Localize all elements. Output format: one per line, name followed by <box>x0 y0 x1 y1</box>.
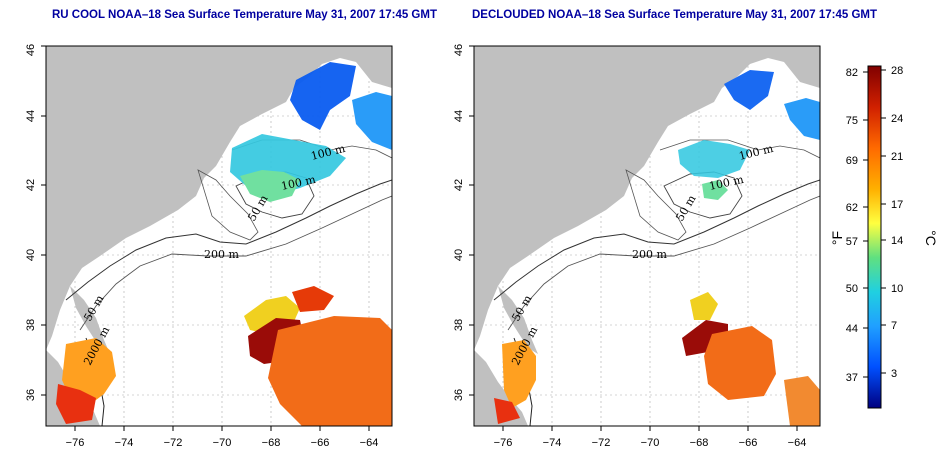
contour-label-200m: 200 m <box>632 248 667 261</box>
sst-patch-coastal-south <box>56 384 96 424</box>
left-x-tick-label: −64 <box>360 437 379 449</box>
right-map-panel: 100 m 100 m 50 m 200 m 50 m 2000 m −76 −… <box>453 44 821 449</box>
sst-patch-georges <box>240 170 300 202</box>
celsius-tick-label: 17 <box>891 199 903 211</box>
left-x-tick-label: −70 <box>213 437 232 449</box>
left-y-tick-label: 44 <box>25 110 37 122</box>
sst-patch-coastal-south <box>494 398 520 424</box>
right-x-tick-label: −66 <box>739 437 758 449</box>
fahrenheit-tick-label: 37 <box>846 372 858 384</box>
fahrenheit-tick-label: 44 <box>846 323 858 335</box>
sst-patch-cold-north <box>724 70 774 110</box>
celsius-tick-label: 21 <box>891 151 903 163</box>
colorbar: 82 75 69 62 57 50 44 37 28 24 21 17 14 1… <box>829 65 939 409</box>
right-x-tick-label: −68 <box>690 437 709 449</box>
left-y-tick-label: 38 <box>25 319 37 331</box>
right-y-ticks <box>469 45 474 396</box>
left-x-tick-label: −66 <box>311 437 330 449</box>
sst-patch-gulf-stream <box>268 316 392 426</box>
left-x-tick-label: −72 <box>164 437 183 449</box>
celsius-unit-label: °C <box>923 230 939 246</box>
sst-patch-southeast <box>784 376 820 426</box>
sst-patch-red-north <box>292 286 334 312</box>
sst-patch-cold-north <box>290 62 356 130</box>
fahrenheit-unit-label: °F <box>829 231 845 245</box>
colorbar-gradient-bar <box>867 65 882 409</box>
sst-patch-georges <box>702 180 728 200</box>
left-y-tick-label: 42 <box>25 179 37 191</box>
right-x-ticks <box>502 426 798 431</box>
sst-patch-gulf-maine <box>678 140 750 178</box>
contour-label-200m: 200 m <box>204 248 239 261</box>
left-x-tick-label: −68 <box>262 437 281 449</box>
fahrenheit-tick-label: 82 <box>846 67 858 79</box>
sst-patch-chesapeake-warm <box>502 340 536 408</box>
sst-patch-gulf-stream <box>704 326 776 400</box>
right-x-tick-label: −76 <box>494 437 513 449</box>
celsius-tick-label: 28 <box>891 65 903 77</box>
right-x-tick-label: −64 <box>788 437 807 449</box>
colorbar-ticks <box>863 69 886 378</box>
fahrenheit-tick-label: 69 <box>846 155 858 167</box>
left-map-panel: 100 m 100 m 50 m 200 m 50 m 2000 m −76 −… <box>25 44 393 449</box>
right-y-tick-label: 42 <box>453 179 465 191</box>
left-x-ticks <box>74 426 370 431</box>
right-y-tick-label: 36 <box>453 389 465 401</box>
right-y-tick-label: 38 <box>453 319 465 331</box>
celsius-tick-label: 7 <box>891 320 897 332</box>
fahrenheit-tick-label: 62 <box>846 202 858 214</box>
right-y-tick-label: 46 <box>453 44 465 56</box>
left-y-tick-label: 36 <box>25 389 37 401</box>
fahrenheit-tick-label: 75 <box>846 115 858 127</box>
left-panel-title: RU COOL NOAA–18 Sea Surface Temperature … <box>52 9 437 21</box>
fahrenheit-tick-label: 57 <box>846 236 858 248</box>
sst-patch-cold-east <box>352 92 392 150</box>
fahrenheit-tick-label: 50 <box>846 283 858 295</box>
celsius-tick-label: 24 <box>891 113 903 125</box>
right-x-tick-label: −74 <box>543 437 562 449</box>
celsius-tick-label: 10 <box>891 283 903 295</box>
left-x-tick-label: −76 <box>66 437 85 449</box>
right-y-tick-label: 40 <box>453 249 465 261</box>
right-y-tick-label: 44 <box>453 110 465 122</box>
left-y-ticks <box>41 45 46 396</box>
left-x-tick-label: −74 <box>115 437 134 449</box>
right-x-tick-label: −70 <box>641 437 660 449</box>
celsius-tick-label: 14 <box>891 235 903 247</box>
left-y-tick-label: 40 <box>25 249 37 261</box>
left-y-tick-label: 46 <box>25 44 37 56</box>
right-x-tick-label: −72 <box>592 437 611 449</box>
right-panel-title: DECLOUDED NOAA–18 Sea Surface Temperatur… <box>472 9 877 21</box>
celsius-tick-label: 3 <box>891 368 897 380</box>
sst-patch-cold-east <box>784 98 820 140</box>
sst-patch-yellow-eddy <box>690 292 718 320</box>
